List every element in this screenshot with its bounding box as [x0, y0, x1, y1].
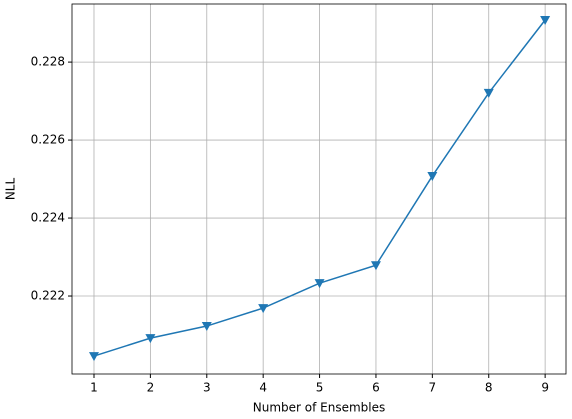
x-tick-label: 5: [316, 381, 324, 395]
x-tick-label: 8: [485, 381, 493, 395]
x-tick-label: 3: [203, 381, 211, 395]
x-tick-label: 2: [147, 381, 155, 395]
x-tick-label: 7: [429, 381, 437, 395]
y-tick-label: 0.222: [31, 289, 65, 303]
marker: [314, 279, 325, 289]
y-tick-label: 0.226: [31, 133, 65, 147]
marker: [145, 334, 156, 344]
y-tick-label: 0.228: [31, 55, 65, 69]
x-tick-label: 9: [541, 381, 549, 395]
plot-frame: [71, 3, 567, 375]
marker: [258, 304, 269, 314]
y-tick-label: 0.224: [31, 211, 65, 225]
x-tick-label: 6: [372, 381, 380, 395]
marker: [88, 352, 99, 362]
y-axis-label: NLL: [4, 178, 18, 201]
marker: [427, 171, 438, 181]
x-axis-label: Number of Ensembles: [253, 401, 386, 415]
x-tick-label: 4: [259, 381, 267, 395]
marker: [540, 15, 551, 25]
x-tick-label: 1: [90, 381, 98, 395]
marker: [370, 261, 381, 271]
marker: [483, 88, 494, 98]
marker: [201, 322, 212, 332]
